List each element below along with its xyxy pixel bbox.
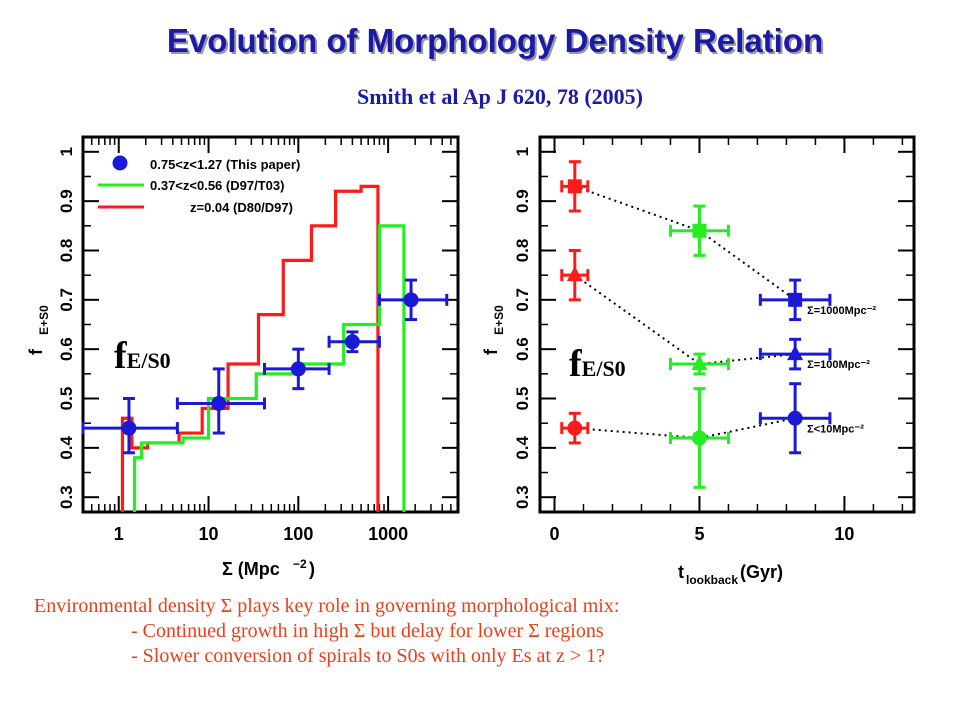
right-x-axis-label-unit: (Gyr) — [740, 562, 783, 582]
left-y-tick-label: 0.7 — [57, 288, 76, 312]
legend-red-label: z=0.04 (D80/D97) — [190, 200, 293, 215]
left-y-axis-label-sub: E+S0 — [37, 305, 51, 335]
left-y-tick-label: 0.3 — [57, 485, 76, 509]
circle-marker — [691, 430, 707, 446]
left-plot-frame — [81, 135, 460, 514]
triangle-marker — [566, 266, 583, 282]
left-x-tick-label: 1000 — [368, 524, 408, 544]
dotted-trend-line — [574, 417, 796, 439]
right-y-axis-label: f — [481, 348, 501, 355]
blue-data-point — [81, 397, 179, 455]
right-y-tick-label: 0.8 — [513, 239, 532, 263]
right-plot-frame — [538, 135, 916, 514]
left-x-tick-label: 10 — [199, 524, 219, 544]
right-data-point — [758, 382, 832, 455]
left-x-axis-label-close: ) — [309, 559, 315, 579]
right-data-point — [560, 411, 590, 445]
left-y-axis-label: f — [26, 348, 46, 355]
blue-data-point — [327, 330, 381, 354]
left-x-tick-label: 100 — [283, 524, 313, 544]
series-density-label: Σ=100Mpc⁻² — [807, 359, 870, 371]
right-y-tick-label: 0.9 — [513, 189, 532, 213]
right-y-tick-label: 0.3 — [513, 485, 532, 509]
left-y-tick-label: 0.8 — [57, 239, 76, 263]
left-x-axis-label: Σ (Mpc — [222, 559, 280, 579]
right-data-point — [668, 387, 730, 489]
square-marker — [567, 179, 582, 194]
blue-data-point — [262, 347, 331, 391]
legend-blue-label: 0.75<z<1.27 (This paper) — [150, 157, 300, 172]
circle-marker — [787, 410, 803, 426]
left-y-tick-label: 1 — [57, 147, 76, 156]
square-marker — [692, 223, 707, 238]
right-y-tick-label: 0.7 — [513, 288, 532, 312]
caption-line-1: Environmental density Σ plays key role i… — [34, 595, 620, 617]
right-data-point — [668, 204, 730, 257]
blue-data-point — [377, 278, 449, 322]
right-data-point — [758, 337, 832, 371]
citation: Smith et al Ap J 620, 78 (2005) — [357, 84, 643, 109]
right-y-tick-label: 0.6 — [513, 337, 532, 361]
right-x-tick-label: 5 — [694, 524, 704, 544]
green-step-series — [132, 224, 406, 512]
triangle-marker — [691, 354, 708, 370]
blue-data-point — [175, 367, 266, 435]
left-y-tick-label: 0.5 — [57, 387, 76, 411]
right-data-point — [758, 278, 832, 322]
marker — [121, 420, 137, 436]
right-fraction-label: fE/S0 — [569, 343, 626, 385]
page-title: Evolution of Morphology Density Relation — [166, 22, 824, 59]
caption-line-2: - Continued growth in high Σ but delay f… — [131, 620, 604, 642]
right-data-point — [560, 160, 590, 213]
right-chart: 0.30.40.50.60.70.80.910 5 10t lookback (Gyr)… — [481, 135, 916, 587]
red-step-series — [120, 184, 380, 512]
caption-line-3: - Slower conversion of spirals to S0s wi… — [131, 645, 605, 667]
circle-marker — [567, 420, 583, 436]
right-y-tick-label: 0.5 — [513, 387, 532, 411]
left-fraction-label: fE/S0 — [114, 335, 171, 377]
right-x-tick-label: 10 — [834, 524, 854, 544]
series-density-label: Σ=1000Mpc⁻² — [807, 305, 876, 317]
marker — [403, 292, 419, 308]
legend-green-label: 0.37<z<0.56 (D97/T03) — [150, 178, 284, 193]
left-x-axis-label-exp: −2 — [293, 557, 307, 571]
right-data-point — [560, 248, 590, 302]
right-y-tick-label: 1 — [513, 147, 532, 156]
marker — [344, 334, 360, 350]
right-y-axis-label-sub: E+S0 — [492, 305, 506, 335]
legend-blue-marker — [112, 155, 128, 171]
left-chart: 0.3 0.4 0.5 0.6 0.7 0.8 0.9 1 1 10 100 1000 Σ (Mpc −2… — [26, 135, 460, 579]
dotted-trend-line — [574, 274, 796, 366]
right-x-tick-label: 0 — [549, 524, 559, 544]
dotted-trend-line — [574, 185, 796, 301]
right-x-axis-label-sub: lookback — [686, 573, 738, 587]
left-y-tick-label: 0.9 — [57, 189, 76, 213]
series-density-label: Σ<10Mpc⁻² — [807, 423, 864, 435]
caption: Environmental density Σ plays key role i… — [34, 594, 934, 669]
right-y-tick-label: 0.4 — [513, 435, 532, 459]
left-y-tick-label: 0.6 — [57, 337, 76, 361]
right-x-axis-label: t — [678, 562, 684, 582]
marker — [290, 361, 306, 377]
right-data-point — [668, 352, 730, 376]
left-y-tick-label: 0.4 — [57, 435, 76, 459]
marker — [211, 395, 227, 411]
left-legend: 0.75<z<1.27 (This paper) 0.37<z<0.56 (D97… — [98, 155, 300, 215]
square-marker — [788, 292, 803, 307]
left-x-tick-label: 1 — [114, 524, 124, 544]
triangle-marker — [787, 345, 804, 361]
